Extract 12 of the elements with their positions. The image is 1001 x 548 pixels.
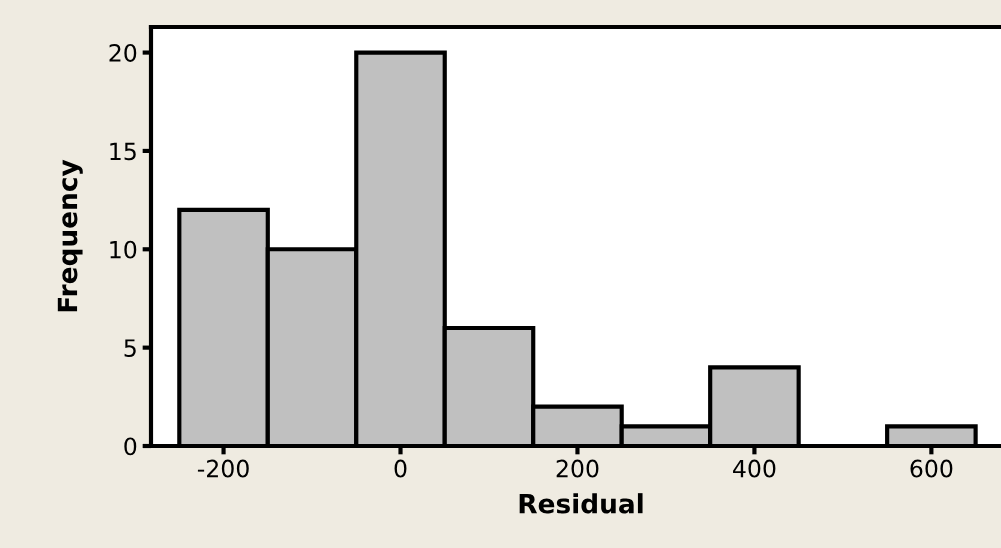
x-tick-label: -200	[197, 459, 249, 478]
x-axis-title: Residual	[519, 493, 643, 514]
x-tick-label: 400	[733, 459, 776, 478]
y-axis-title: Frequency	[57, 159, 83, 312]
y-tick-label: 20	[109, 44, 137, 62]
x-tick-label: 200	[556, 459, 599, 478]
y-tick-label: 0	[124, 437, 137, 456]
y-tick-label: 5	[124, 339, 136, 357]
x-tick-label: 0	[394, 459, 407, 478]
y-tick-label: 15	[110, 142, 136, 161]
y-tick-label: 10	[110, 240, 137, 259]
x-tick-label: 600	[910, 459, 953, 478]
